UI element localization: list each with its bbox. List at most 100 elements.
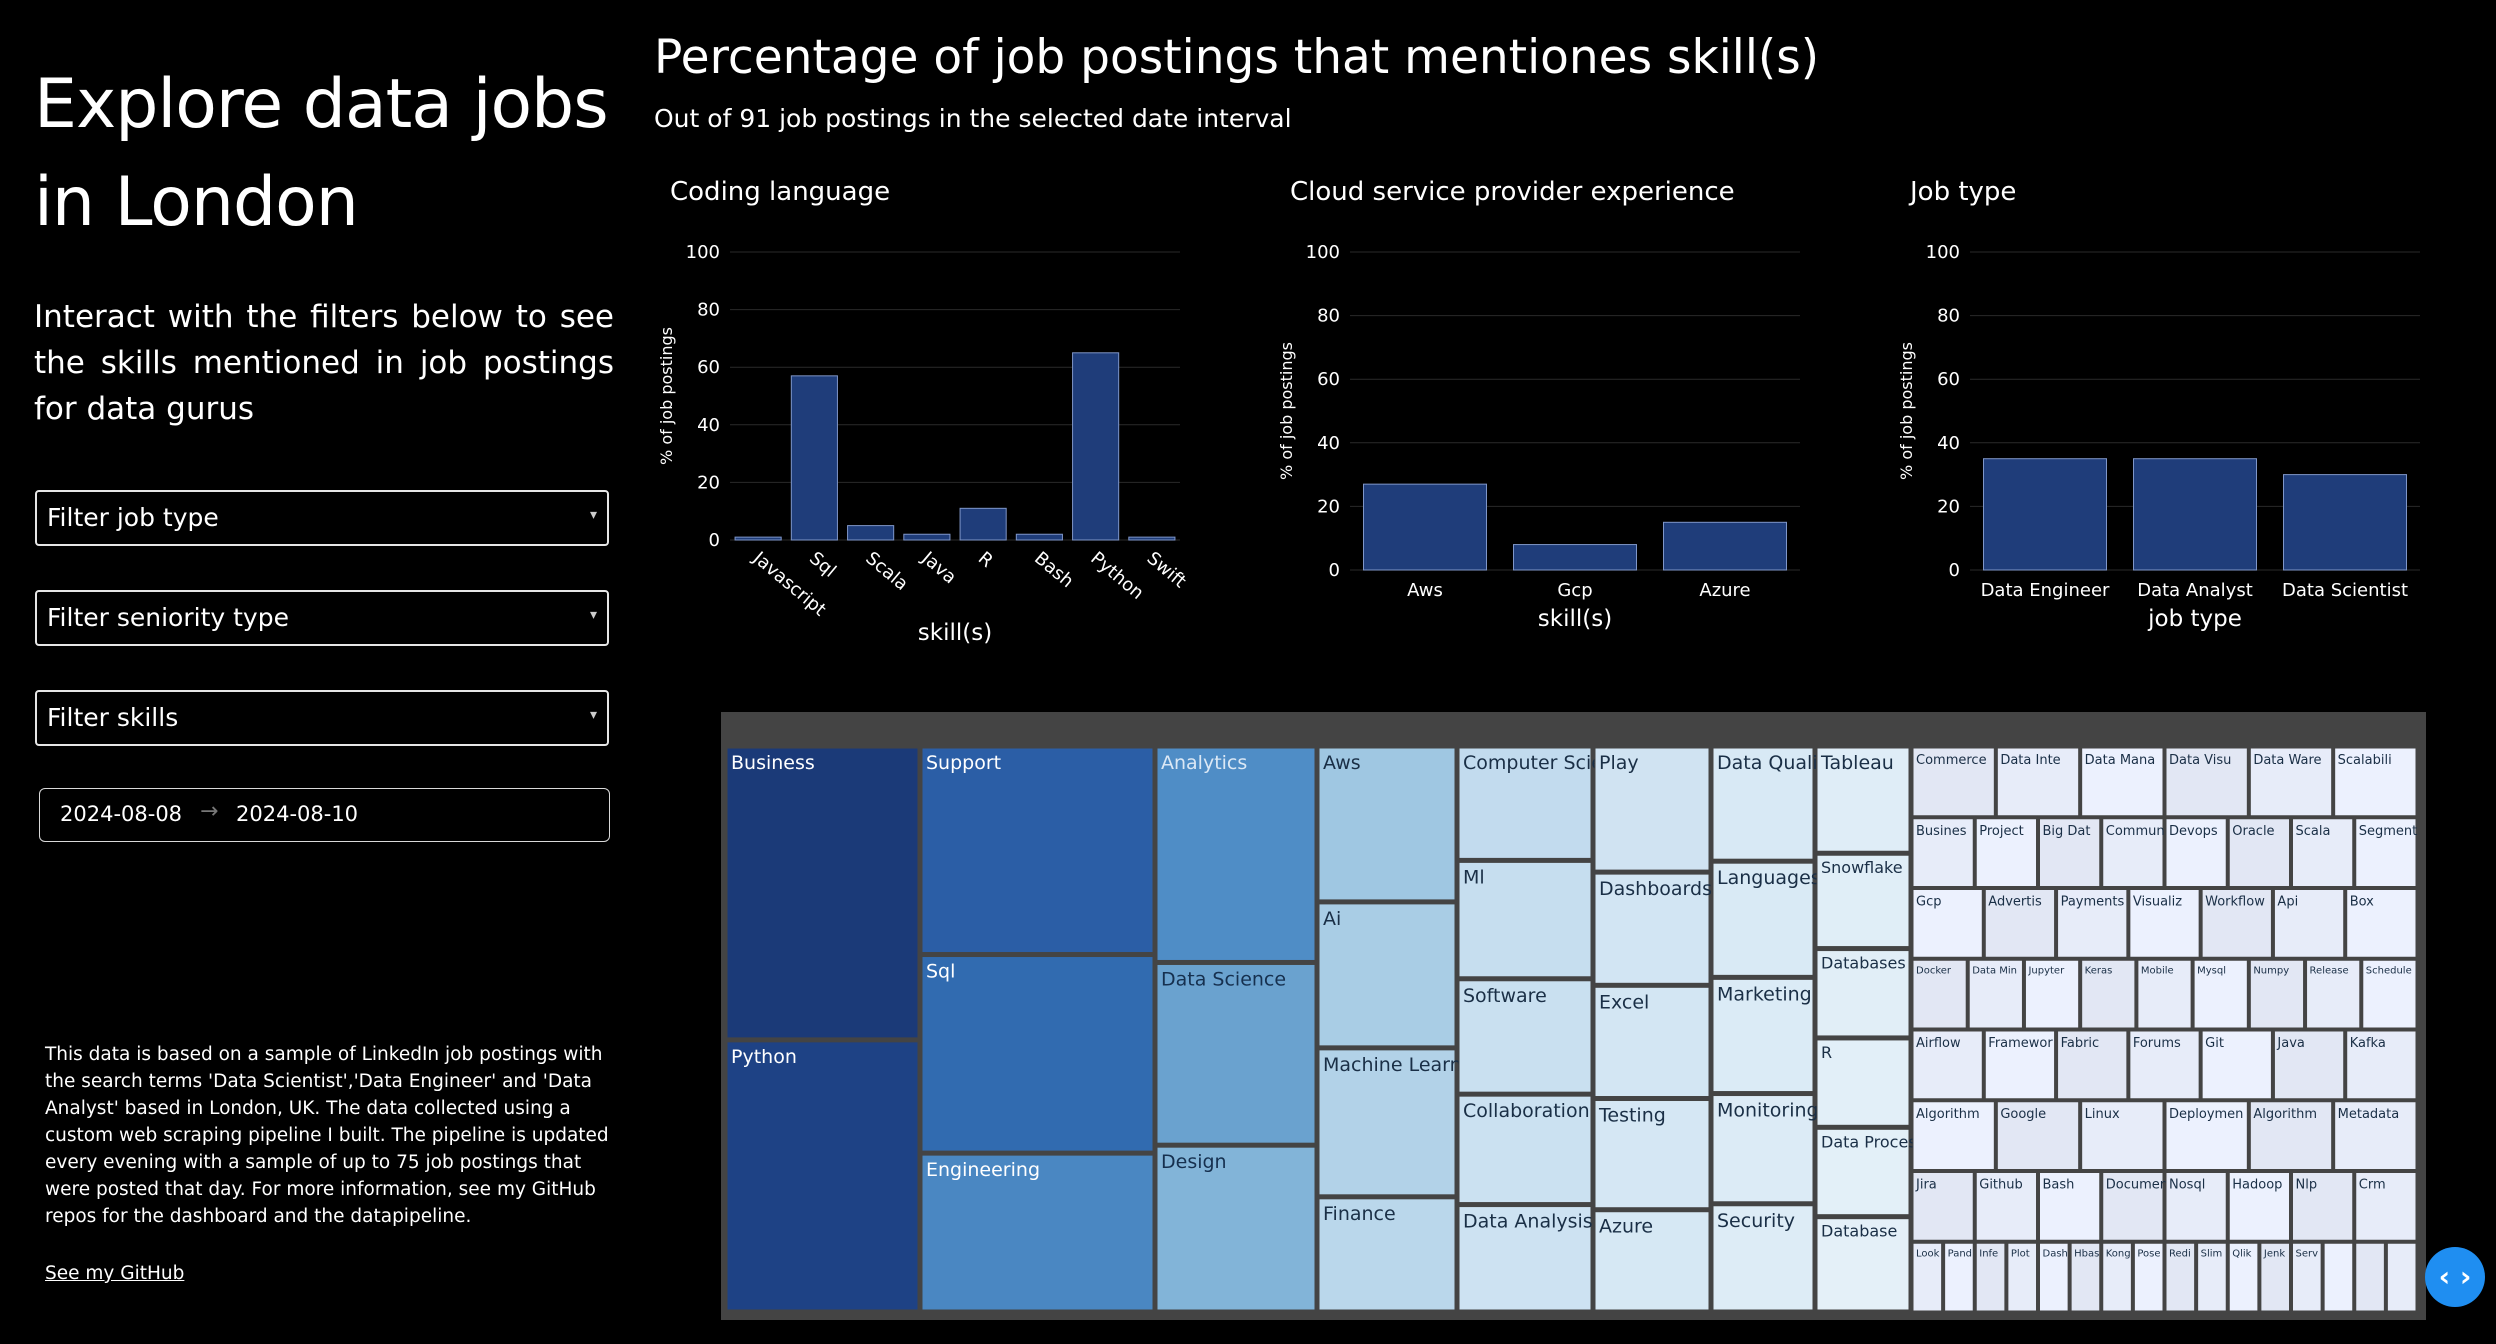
treemap-tile	[1912, 1172, 1974, 1241]
bar	[1015, 533, 1063, 541]
treemap-tile	[2081, 1101, 2164, 1170]
treemap-tile	[2355, 818, 2417, 887]
treemap-tile	[2228, 818, 2290, 887]
x-axis-label: job type	[2147, 606, 2242, 632]
treemap-tile-label: Jupyter	[2027, 965, 2065, 976]
treemap-tile-label: Monitoring	[1717, 1100, 1819, 1122]
treemap-tile-label: Data Visu	[2169, 753, 2231, 768]
x-tick-label: Azure	[1699, 580, 1750, 601]
treemap-tile-label: Docker	[1916, 965, 1952, 976]
treemap-tile-label: Box	[2350, 895, 2374, 910]
treemap-tile-label: Kong	[2106, 1248, 2131, 1259]
date-range-picker[interactable]: 2024-08-08 → 2024-08-10	[39, 788, 610, 842]
treemap-tile	[1594, 1211, 1710, 1311]
treemap-tile	[2057, 1030, 2128, 1100]
skills-treemap-svg[interactable]: Business Python Support Sql Engineering Analy…	[721, 712, 2426, 1320]
treemap-tile	[1816, 854, 1910, 948]
treemap-tile-label: Serv	[2296, 1248, 2319, 1259]
treemap-tile-label: Data Inte	[2000, 753, 2060, 768]
intro-text: Interact with the filters below to see t…	[34, 299, 614, 427]
treemap-tile	[2165, 1242, 2196, 1312]
chart-title: Coding language	[670, 177, 890, 207]
treemap-tile	[1912, 747, 1995, 817]
treemap-tile	[2362, 959, 2417, 1029]
treemap-tile-label: Slim	[2201, 1248, 2223, 1259]
x-tick-label: Sql	[805, 548, 840, 582]
cloud-provider-chart: Cloud service provider experience 0 20 40 60…	[1270, 170, 1830, 660]
y-tick-label: 60	[697, 357, 720, 378]
treemap-tile-label: Python	[731, 1046, 797, 1068]
treemap-tile	[1712, 1205, 1814, 1311]
treemap-tile-label: Oracle	[2232, 824, 2274, 839]
arrow-right-icon: →	[200, 799, 219, 824]
treemap-tile-label: Data Analysis	[1463, 1211, 1593, 1233]
treemap-tile	[1912, 1101, 1995, 1170]
treemap-tile	[2081, 959, 2136, 1029]
bar	[847, 525, 895, 541]
treemap-tile	[2039, 818, 2101, 887]
bar	[903, 533, 951, 541]
treemap-tile-label: Airflow	[1916, 1036, 1961, 1051]
bar	[1072, 352, 1120, 541]
bar	[1363, 483, 1487, 571]
treemap-tile-label: Visualiz	[2133, 895, 2182, 910]
treemap-tile-label: Hadoop	[2232, 1178, 2282, 1193]
chart-title: Cloud service provider experience	[1290, 177, 1735, 207]
filter-job-type-dropdown[interactable]: Filter job type ▾	[35, 490, 609, 546]
treemap-tile-label: Keras	[2085, 965, 2113, 976]
treemap-tile	[2165, 747, 2248, 817]
treemap-tile	[2386, 1242, 2417, 1312]
github-link[interactable]: See my GitHub	[45, 1263, 185, 1284]
code-toggle-button[interactable]: ‹ ›	[2425, 1247, 2485, 1307]
treemap-tile-label: Algorithm	[2253, 1107, 2317, 1122]
treemap-tile-label: Plot	[2011, 1248, 2030, 1259]
treemap-tile	[2165, 1101, 2248, 1170]
treemap-tile	[1816, 1128, 1910, 1216]
treemap-tile	[921, 1154, 1154, 1311]
treemap-tile-label: Data Min	[1972, 965, 2017, 976]
treemap-tile-label: Fabric	[2061, 1036, 2100, 1051]
chevron-down-icon: ▾	[589, 607, 597, 623]
treemap-tile	[1712, 1095, 1814, 1203]
y-tick-label: 20	[697, 472, 720, 493]
treemap-tile-label: Advertis	[1988, 895, 2042, 910]
treemap-tile	[1996, 1101, 2080, 1170]
treemap-tile	[2260, 1242, 2290, 1312]
filter-seniority-placeholder: Filter seniority type	[47, 603, 289, 632]
treemap-tile	[1816, 1218, 1910, 1311]
skills-treemap[interactable]: Business Python Support Sql Engineering Analy…	[721, 712, 2426, 1320]
filter-seniority-dropdown[interactable]: Filter seniority type ▾	[35, 590, 609, 646]
treemap-tile-label: Data Mana	[2085, 753, 2156, 768]
treemap-tile-label: Business	[731, 752, 815, 774]
treemap-tile	[1912, 889, 1983, 958]
treemap-tile	[2228, 1242, 2259, 1312]
treemap-tile-label: Deploymen	[2169, 1107, 2243, 1122]
treemap-tile-label: Big Dat	[2043, 824, 2091, 839]
treemap-tile-label: Play	[1599, 752, 1639, 774]
x-tick-label: Swift	[1143, 548, 1190, 593]
treemap-tile	[2346, 1030, 2417, 1100]
treemap-tile-label: Software	[1463, 985, 1547, 1007]
treemap-tile	[2102, 1172, 2164, 1241]
treemap-tile	[1984, 889, 2056, 958]
filter-skills-dropdown[interactable]: Filter skills ▾	[35, 690, 609, 746]
x-tick-label: Java	[917, 547, 960, 588]
treemap-tile-label: Testing	[1598, 1105, 1666, 1127]
treemap-tile	[2007, 1242, 2037, 1312]
charts-subtitle: Out of 91 job postings in the selected d…	[654, 104, 1292, 133]
x-axis-label: skill(s)	[1538, 606, 1612, 632]
treemap-tile	[1156, 963, 1316, 1144]
treemap-tile	[2057, 889, 2128, 958]
date-end-input[interactable]: 2024-08-10	[236, 802, 359, 826]
treemap-tile-label: Documen	[2106, 1178, 2168, 1193]
treemap-tile	[2102, 818, 2164, 887]
bar	[1983, 458, 2107, 571]
treemap-tile	[1944, 1242, 1974, 1312]
sidebar: Explore data jobs in London Interact wit…	[0, 0, 640, 1344]
treemap-tile	[2081, 747, 2164, 817]
date-start-input[interactable]: 2024-08-08	[60, 802, 183, 826]
filter-job-type-placeholder: Filter job type	[47, 503, 219, 532]
y-tick-label: 60	[1937, 369, 1960, 390]
treemap-tile-label: Languages	[1717, 867, 1821, 889]
chevron-down-icon: ▾	[589, 507, 597, 523]
